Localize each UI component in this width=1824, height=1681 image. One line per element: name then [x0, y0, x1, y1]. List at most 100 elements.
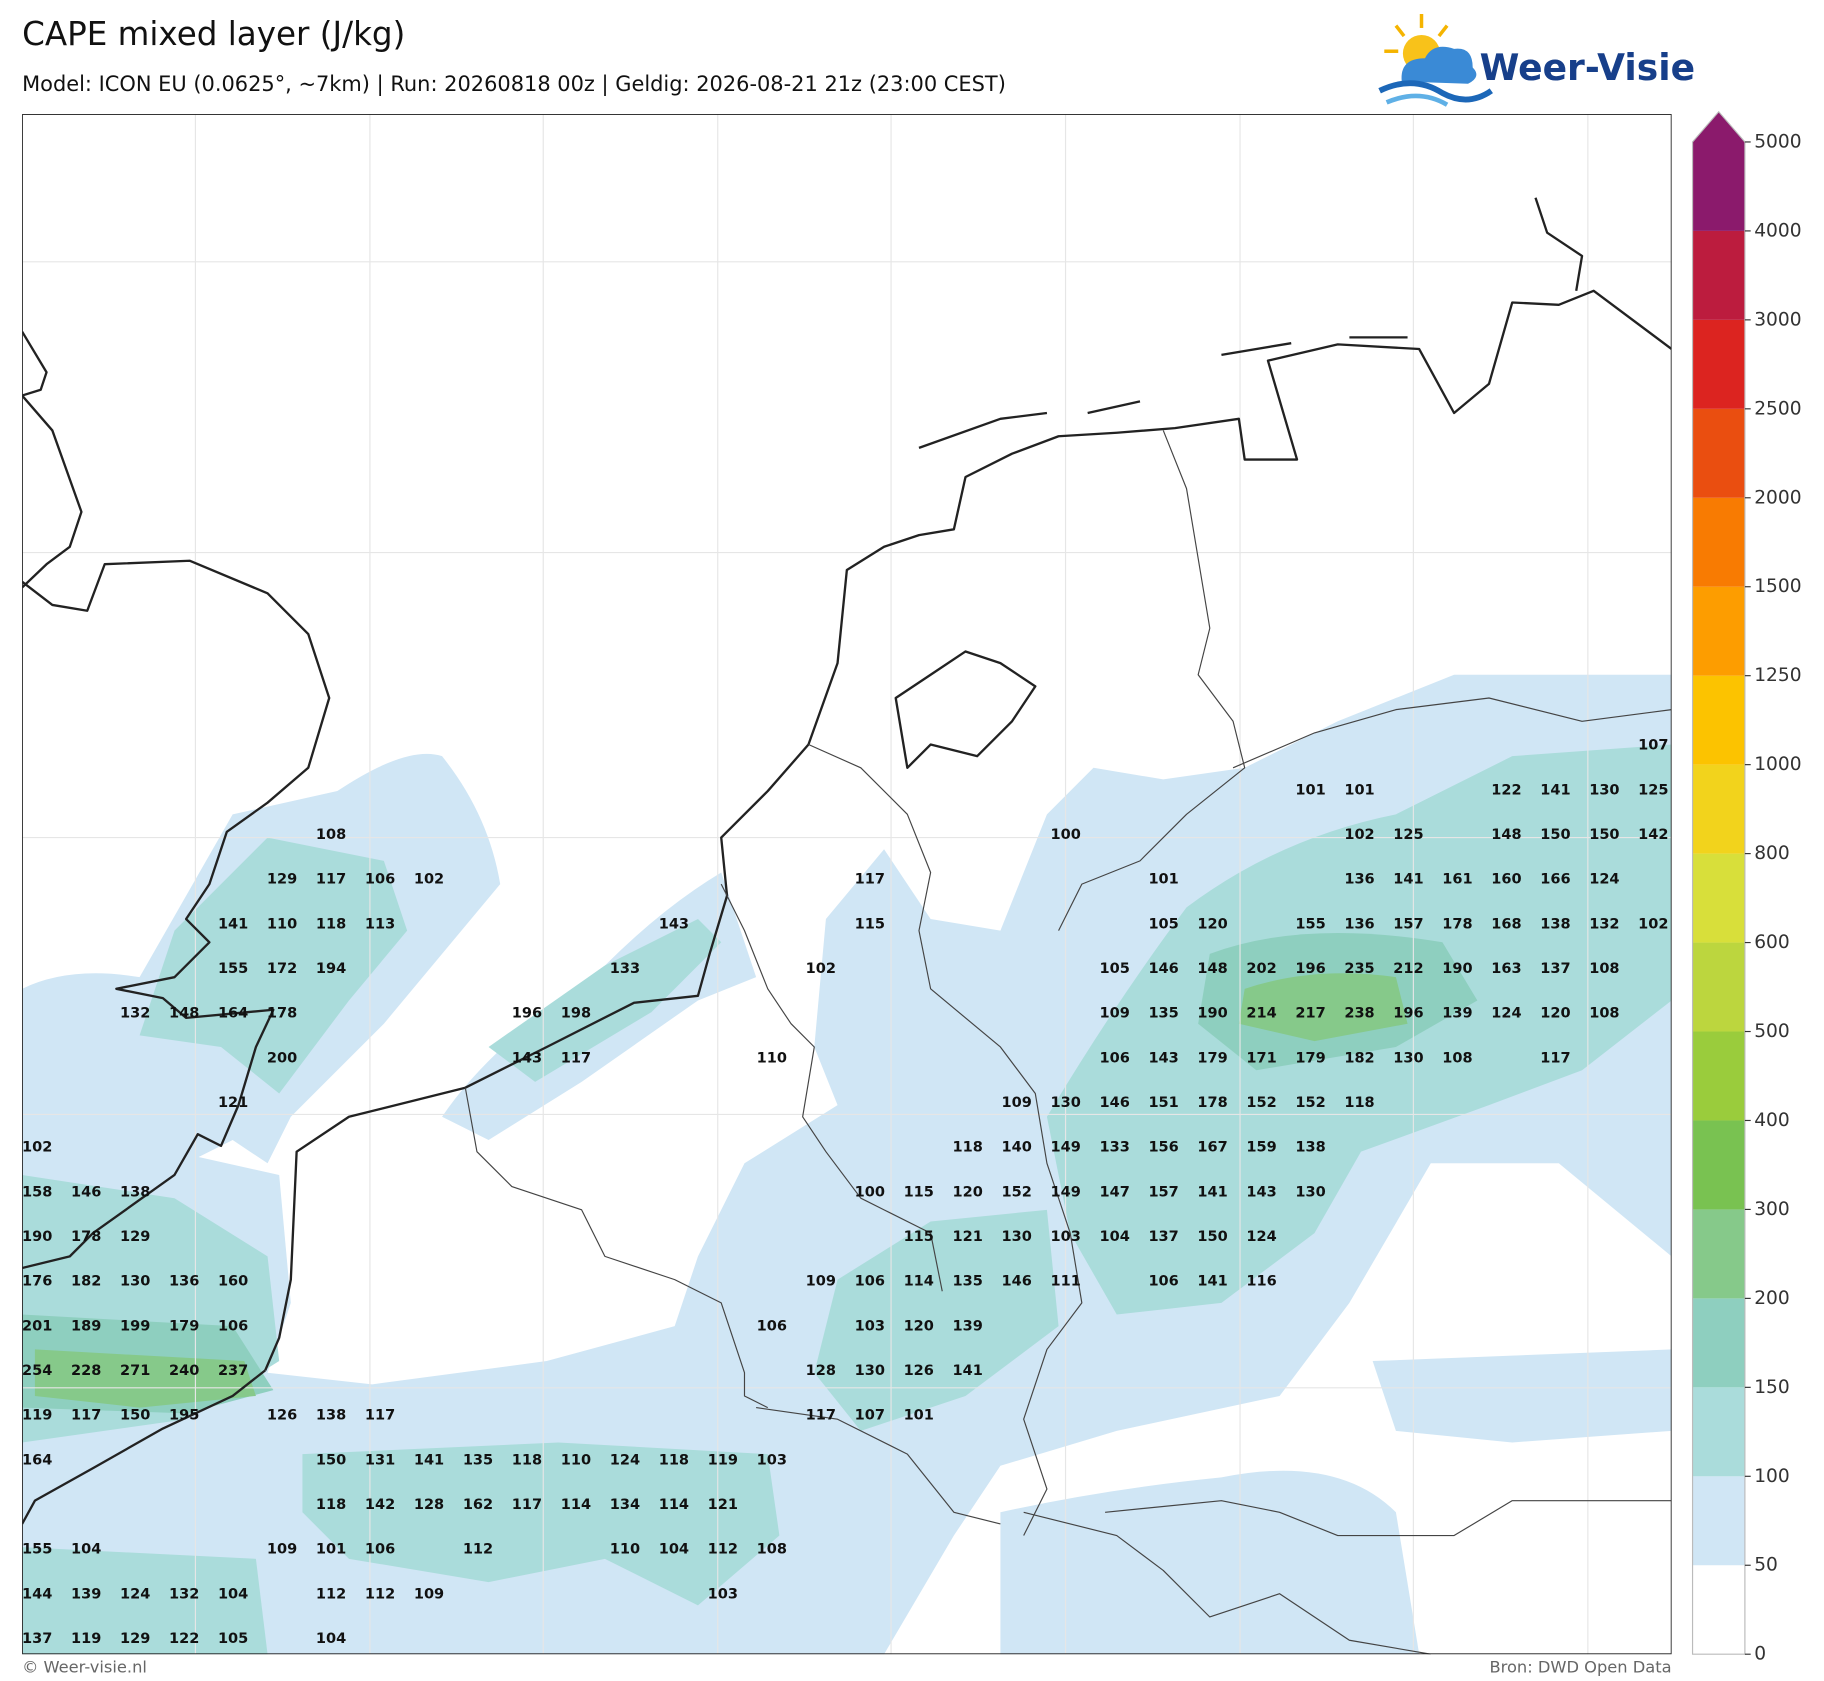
cape-value: 122: [1491, 782, 1521, 798]
cape-value: 114: [904, 1274, 934, 1290]
cape-value: 157: [1148, 1184, 1178, 1200]
cape-value: 113: [365, 916, 395, 932]
cape-value: 108: [1589, 961, 1619, 977]
cape-value: 102: [1344, 827, 1374, 843]
cape-value: 130: [855, 1363, 885, 1379]
cape-value: 106: [365, 1542, 395, 1558]
cape-value: 129: [267, 872, 297, 888]
colorbar-label: 0: [1754, 1644, 1766, 1665]
cape-value: 119: [71, 1631, 101, 1647]
cape-value: 178: [1442, 916, 1472, 932]
cape-value: 135: [1148, 1006, 1178, 1022]
cape-value: 118: [512, 1452, 542, 1468]
cape-value: 124: [1491, 1006, 1521, 1022]
cape-value: 118: [316, 916, 346, 932]
cape-value: 125: [1638, 782, 1668, 798]
cape-value: 195: [169, 1408, 199, 1424]
cape-value: 137: [1148, 1229, 1178, 1245]
cape-value: 196: [1393, 1006, 1423, 1022]
cape-value: 148: [1197, 961, 1227, 977]
colorbar-bin: [1692, 141, 1745, 231]
cape-value: 130: [1295, 1184, 1325, 1200]
cape-value: 172: [267, 961, 297, 977]
cape-value: 143: [1246, 1184, 1276, 1200]
cape-value: 141: [1540, 782, 1570, 798]
cape-value: 199: [120, 1318, 150, 1334]
colorbar-label: 1500: [1754, 576, 1801, 597]
cape-value: 108: [1442, 1050, 1472, 1066]
cape-value: 106: [365, 872, 395, 888]
cape-value: 217: [1295, 1006, 1325, 1022]
cape-value: 133: [610, 961, 640, 977]
colorbar-bin: [1692, 1476, 1745, 1566]
cape-value: 158: [22, 1184, 52, 1200]
cape-value: 130: [1589, 782, 1619, 798]
cape-value: 148: [1491, 827, 1521, 843]
colorbar-bin: [1692, 1387, 1745, 1477]
cape-value: 178: [71, 1229, 101, 1245]
cape-value: 105: [1099, 961, 1129, 977]
cape-value: 128: [806, 1363, 836, 1379]
cape-value: 132: [120, 1006, 150, 1022]
cape-value: 117: [561, 1050, 591, 1066]
cape-value: 100: [855, 1184, 885, 1200]
cape-value: 119: [708, 1452, 738, 1468]
subtitle: Model: ICON EU (0.0625°, ~7km) | Run: 20…: [22, 72, 1006, 97]
cape-value: 110: [757, 1050, 787, 1066]
cape-value: 129: [120, 1229, 150, 1245]
cape-value: 176: [22, 1274, 52, 1290]
cape-value: 109: [806, 1274, 836, 1290]
colorbar-bin: [1692, 319, 1745, 409]
cape-value: 144: [22, 1586, 52, 1602]
cape-value: 115: [904, 1229, 934, 1245]
title: CAPE mixed layer (J/kg): [22, 15, 405, 53]
cape-value: 142: [1638, 827, 1668, 843]
colorbar-bin: [1692, 497, 1745, 587]
cape-value: 228: [71, 1363, 101, 1379]
cape-value: 143: [1148, 1050, 1178, 1066]
cape-value: 147: [1099, 1184, 1129, 1200]
cape-value: 139: [953, 1318, 983, 1334]
borders: [464, 430, 1672, 1655]
cape-value: 178: [267, 1006, 297, 1022]
cape-value: 135: [463, 1452, 493, 1468]
cape-value: 190: [1197, 1006, 1227, 1022]
cape-value: 120: [1197, 916, 1227, 932]
cape-value: 155: [218, 961, 248, 977]
cape-value: 105: [218, 1631, 248, 1647]
cape-value: 163: [1491, 961, 1521, 977]
logo-wave: [1385, 93, 1449, 107]
cape-value: 120: [953, 1184, 983, 1200]
colorbar-bin: [1692, 1565, 1745, 1655]
cape-value: 111: [1050, 1274, 1080, 1290]
colorbar-extend: [1692, 111, 1745, 142]
cape-value: 110: [561, 1452, 591, 1468]
cape-value: 103: [855, 1318, 885, 1334]
colorbar-label: 150: [1754, 1377, 1790, 1398]
cape-value: 125: [1393, 827, 1423, 843]
cape-value: 101: [1148, 872, 1178, 888]
cape-value: 133: [1099, 1140, 1129, 1156]
cape-value: 189: [71, 1318, 101, 1334]
colorbar-label: 100: [1754, 1466, 1790, 1487]
cape-value: 271: [120, 1363, 150, 1379]
cape-value: 132: [169, 1586, 199, 1602]
cape-value: 131: [365, 1452, 395, 1468]
cape-value: 182: [71, 1274, 101, 1290]
cape-value: 155: [1295, 916, 1325, 932]
cape-value: 152: [1002, 1184, 1032, 1200]
cape-value: 110: [267, 916, 297, 932]
cape-value: 156: [1148, 1140, 1178, 1156]
cape-value: 132: [1589, 916, 1619, 932]
colorbar-bin: [1692, 675, 1745, 765]
cape-value: 130: [1393, 1050, 1423, 1066]
cape-value: 124: [610, 1452, 640, 1468]
cape-value: 141: [1393, 872, 1423, 888]
cape-value: 108: [1589, 1006, 1619, 1022]
cape-value: 146: [71, 1184, 101, 1200]
cape-value: 112: [365, 1586, 395, 1602]
cape-value: 166: [1540, 872, 1570, 888]
cape-value: 160: [218, 1274, 248, 1290]
cape-value: 107: [1638, 738, 1668, 754]
